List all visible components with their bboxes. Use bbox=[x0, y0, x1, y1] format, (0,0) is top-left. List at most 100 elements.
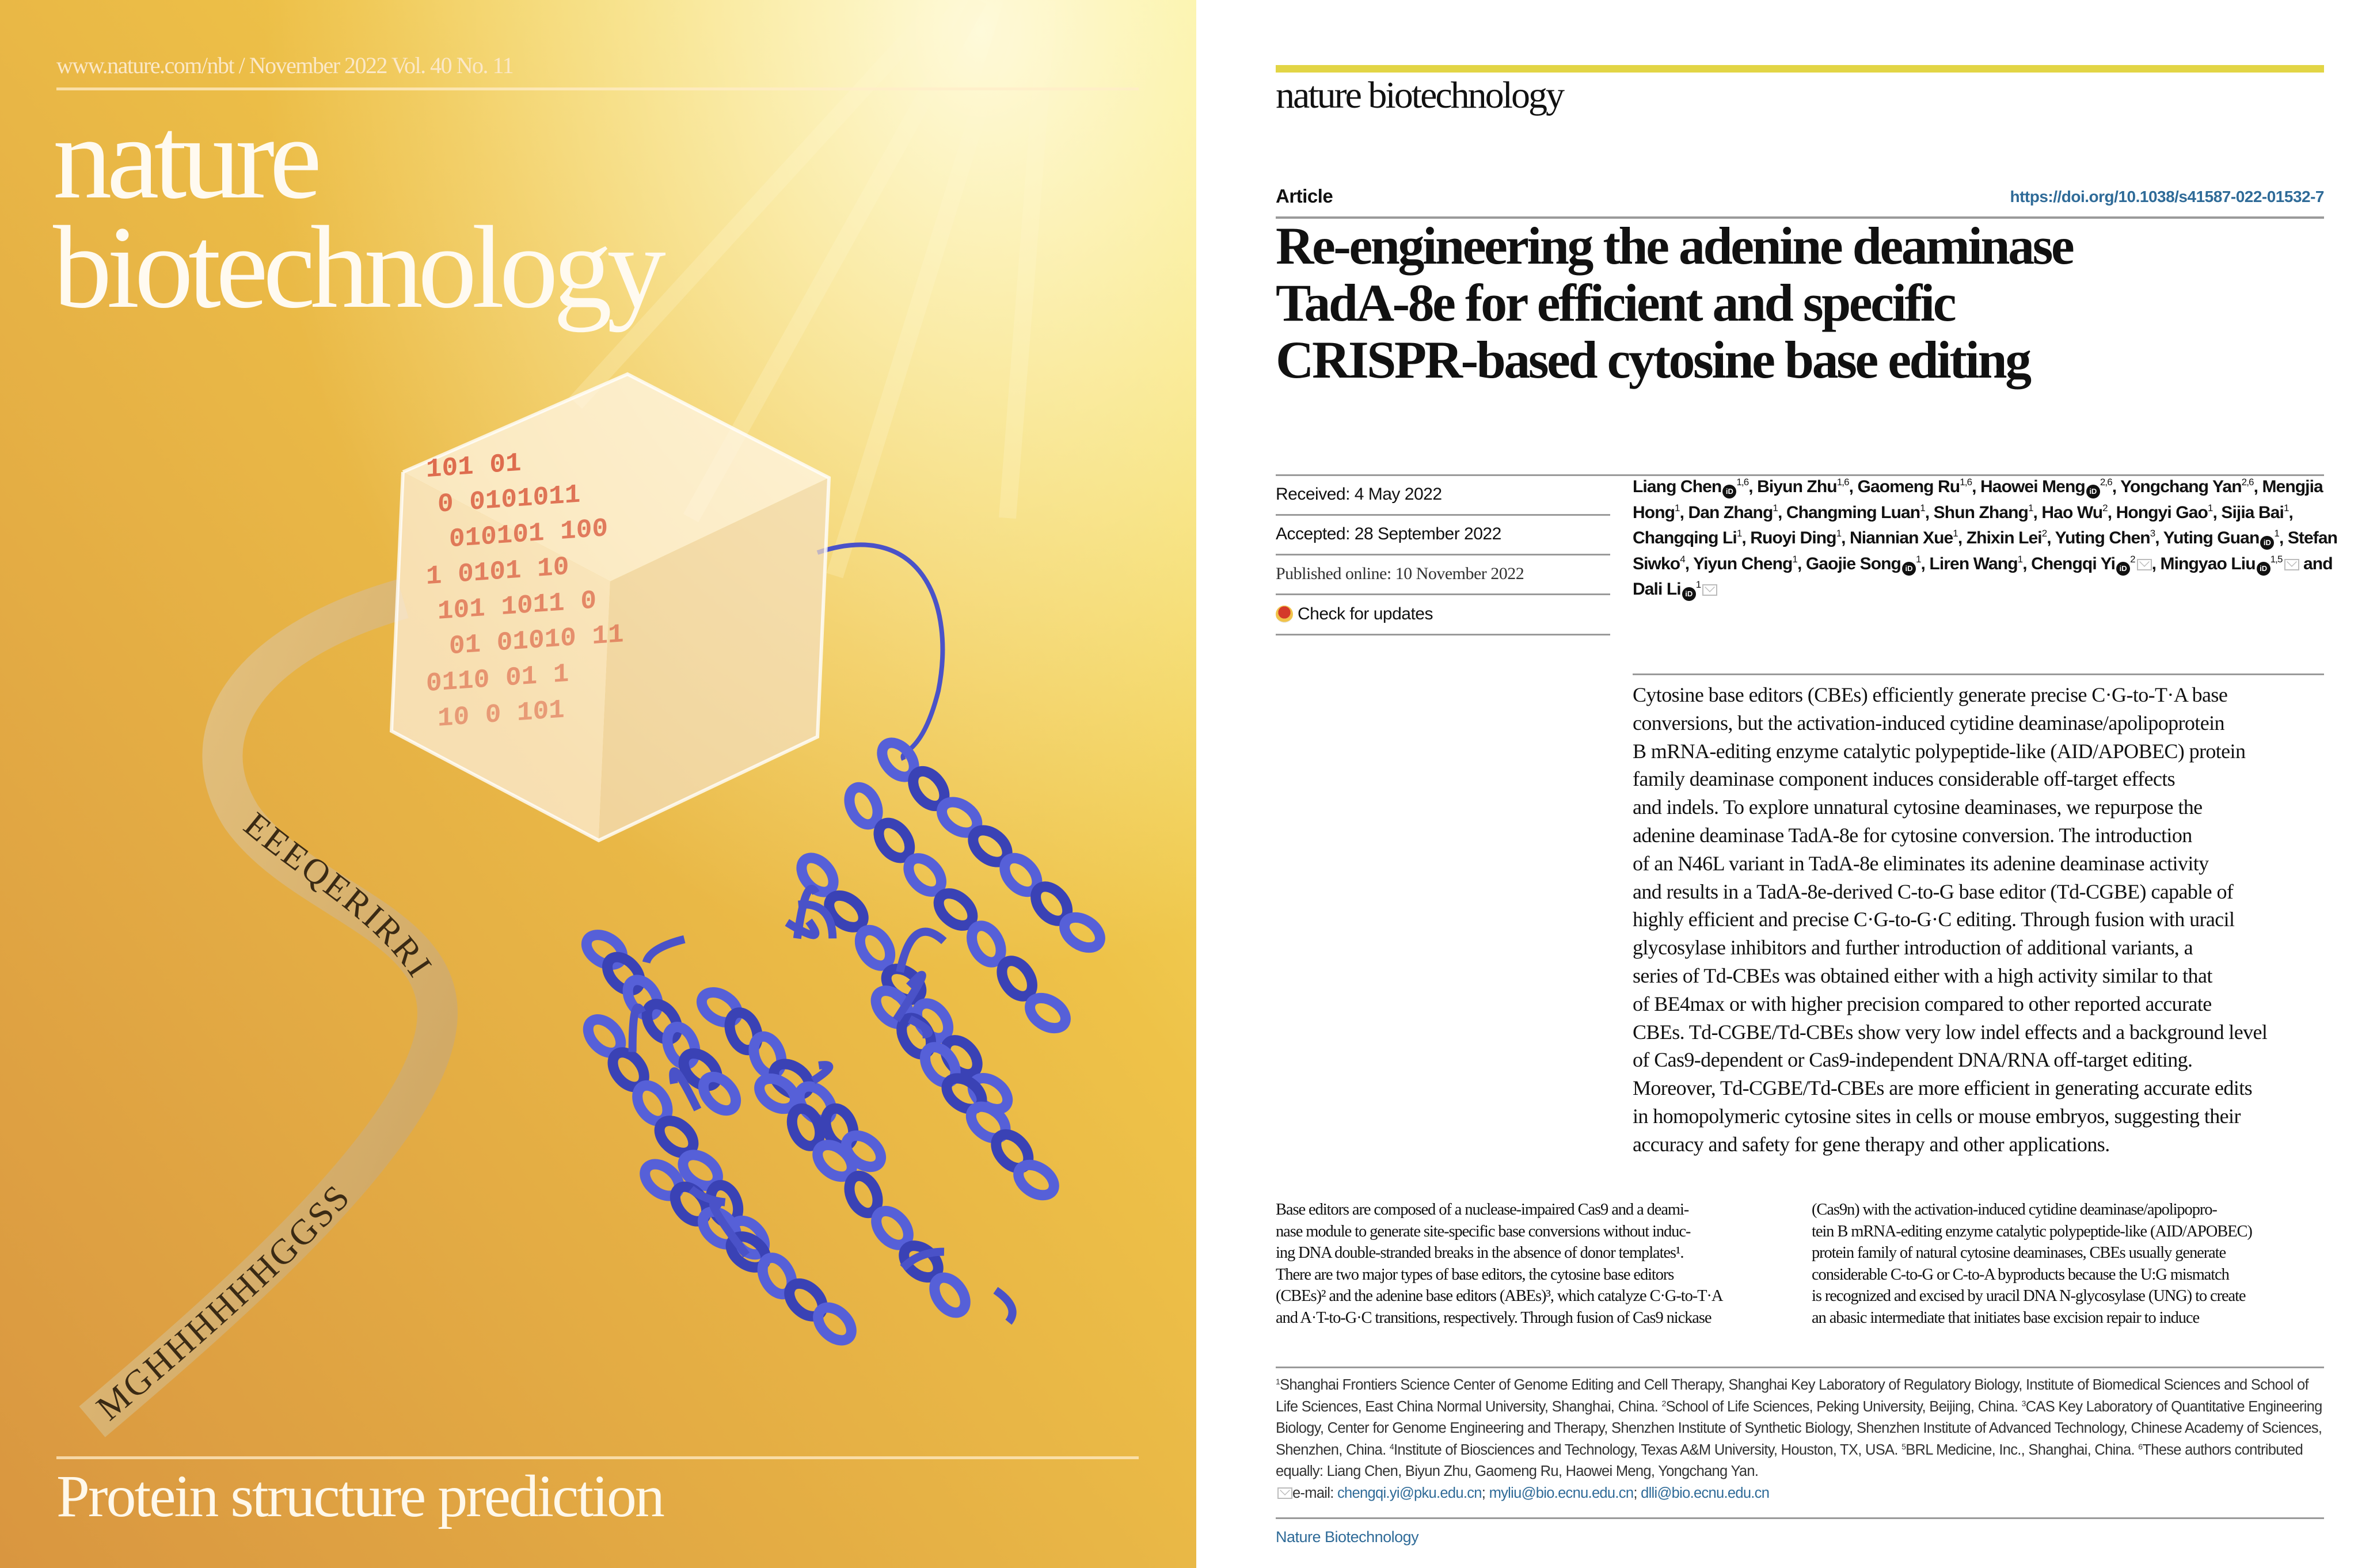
email-link[interactable]: myliu@bio.ecnu.edu.cn bbox=[1489, 1485, 1634, 1501]
affiliation-number: 1 bbox=[1276, 1377, 1280, 1386]
author[interactable]: Mengjia Hong1 bbox=[1633, 477, 2323, 522]
abstract-line: series of Td-CBEs was obtained either wi… bbox=[1633, 964, 2212, 987]
author-affiliation: 1,5 bbox=[2270, 553, 2283, 565]
author[interactable]: Gaojie Song iD1 bbox=[1805, 553, 1921, 576]
helix-coil bbox=[903, 853, 947, 897]
affiliation-text: These authors contributed equally: Liang… bbox=[1276, 1441, 2303, 1480]
author[interactable]: Hongyi Gao1 bbox=[2116, 503, 2214, 522]
article-title: Re-engineering the adenine deaminase Tad… bbox=[1276, 218, 2323, 389]
orcid-icon[interactable]: iD bbox=[2256, 561, 2270, 576]
author[interactable]: Liang Chen iD1,6 bbox=[1633, 477, 1749, 498]
author[interactable]: Dali Li iD1 bbox=[1633, 580, 1718, 601]
body-text-line: an abasic intermediate that initiates ba… bbox=[1812, 1308, 2200, 1327]
accent-bar bbox=[1276, 65, 2324, 73]
body-text-line: tein B mRNA-editing enzyme catalytic pol… bbox=[1812, 1222, 2253, 1240]
author[interactable]: Zhixin Lei2 bbox=[1967, 528, 2047, 547]
abstract-line: B mRNA-editing enzyme catalytic polypept… bbox=[1633, 739, 2246, 763]
author[interactable]: Niannian Xue1 bbox=[1850, 528, 1958, 547]
email-icon bbox=[1277, 1487, 1292, 1499]
check-updates-icon bbox=[1276, 606, 1293, 623]
helix-coil bbox=[933, 888, 978, 931]
author[interactable]: Shun Zhang1 bbox=[1934, 503, 2034, 522]
footer-rule bbox=[1276, 1517, 2324, 1519]
protein-loop bbox=[908, 1015, 933, 1039]
title-rule bbox=[1276, 474, 2324, 476]
author-affiliation: 1 bbox=[1736, 528, 1742, 539]
author[interactable]: Sijia Bai1 bbox=[2221, 503, 2289, 522]
author-name: Hao Wu bbox=[2041, 503, 2103, 522]
affiliations: 1Shanghai Frontiers Science Center of Ge… bbox=[1276, 1377, 2322, 1501]
author-name: Niannian Xue bbox=[1850, 528, 1953, 547]
author-affiliation: 1 bbox=[2017, 553, 2023, 565]
affiliation-text: Shanghai Frontiers Science Center of Gen… bbox=[1276, 1377, 2309, 1415]
author[interactable]: Biyun Zhu1,6 bbox=[1757, 477, 1849, 496]
body-text-line: nase module to generate site-specific ba… bbox=[1276, 1222, 1691, 1240]
orcid-icon[interactable]: iD bbox=[2260, 536, 2275, 550]
article-first-page: nature biotechnology Article https://doi… bbox=[1196, 0, 2358, 1568]
helix-coil bbox=[654, 1116, 699, 1158]
helix-coil bbox=[796, 852, 839, 897]
header-rule bbox=[1276, 216, 2324, 219]
abstract-line: of an N46L variant in TadA-8e eliminates… bbox=[1633, 851, 2209, 875]
author[interactable]: Changming Luan1 bbox=[1786, 503, 1926, 522]
abstract-line: and results in a TadA-8e-derived C-to-G … bbox=[1633, 880, 2234, 903]
helix-coil bbox=[844, 1170, 883, 1219]
author[interactable]: Gaomeng Ru1,6 bbox=[1858, 477, 1973, 496]
author[interactable]: Haowei Meng iD2,6 bbox=[1980, 477, 2113, 498]
body-text-line: Base editors are composed of a nuclease-… bbox=[1276, 1201, 1689, 1219]
authors-and: and bbox=[2303, 554, 2333, 573]
helix-coil bbox=[641, 999, 683, 1045]
protein-loop bbox=[688, 1186, 726, 1207]
check-for-updates-button[interactable]: Check for updates bbox=[1276, 604, 1610, 624]
body-text-line: ing DNA double-stranded breaks in the ab… bbox=[1276, 1244, 1684, 1262]
author[interactable]: Chengqi Yi iD2 bbox=[2031, 553, 2152, 576]
author-name: Gaojie Song bbox=[1805, 554, 1901, 573]
author-name: Haowei Meng bbox=[1980, 477, 2086, 496]
cover-bottom-rule bbox=[56, 1456, 1139, 1459]
orcid-icon[interactable]: iD bbox=[1682, 587, 1696, 601]
author-affiliation: 2 bbox=[2041, 528, 2047, 539]
author-name: Liren Wang bbox=[1929, 554, 2018, 573]
author[interactable]: Dan Zhang1 bbox=[1688, 503, 1778, 522]
orcid-icon[interactable]: iD bbox=[1901, 561, 1916, 576]
helix-coil bbox=[698, 1071, 741, 1116]
abstract-line: Moreover, Td-CGBE/Td-CBEs are more effic… bbox=[1633, 1076, 2253, 1100]
received-date: Received: 4 May 2022 bbox=[1276, 485, 1442, 504]
helix-coil bbox=[754, 1073, 800, 1114]
author[interactable]: Ruoyi Ding1 bbox=[1750, 528, 1842, 547]
author[interactable]: Stefan Siwko4 bbox=[1633, 528, 2338, 573]
orcid-icon[interactable]: iD bbox=[2116, 561, 2131, 576]
author[interactable]: Yongchang Yan2,6 bbox=[2120, 477, 2254, 496]
author[interactable]: Changqing Li1 bbox=[1633, 528, 1742, 547]
author-affiliation: 2 bbox=[2130, 553, 2135, 565]
footer-journal-name[interactable]: Nature Biotechnology bbox=[1276, 1528, 1419, 1546]
author-affiliation: 1 bbox=[1675, 502, 1680, 513]
journal-cover: MGHHHHHHGGSS EEEQERIRRI 101 01 0 0101011 0… bbox=[0, 0, 1196, 1568]
protein-loop bbox=[628, 1003, 646, 1052]
orcid-icon[interactable]: iD bbox=[2086, 485, 2100, 498]
author[interactable]: Mingyao Liu iD1,5 bbox=[2161, 553, 2299, 576]
email-icon[interactable] bbox=[2136, 558, 2152, 570]
published-date: Published online: 10 November 2022 bbox=[1276, 564, 1524, 583]
body-text-line: (CBEs)² and the adenine base editors (AB… bbox=[1276, 1287, 1723, 1305]
title-line: CRISPR-based cytosine base editing bbox=[1276, 330, 2032, 389]
author[interactable]: Yuting Guan iD1 bbox=[2163, 528, 2280, 550]
orcid-icon[interactable]: iD bbox=[1722, 485, 1737, 498]
abstract-line: accuracy and safety for gene therapy and… bbox=[1633, 1132, 2110, 1156]
author-name: Dali Li bbox=[1633, 580, 1682, 599]
email-link[interactable]: chengqi.yi@pku.edu.cn bbox=[1337, 1485, 1482, 1501]
email-icon[interactable] bbox=[2284, 558, 2299, 570]
author[interactable]: Hao Wu2 bbox=[2041, 503, 2108, 522]
accepted-date: Accepted: 28 September 2022 bbox=[1276, 524, 1501, 543]
author[interactable]: Yiyun Cheng1 bbox=[1693, 554, 1798, 573]
email-icon[interactable] bbox=[1702, 584, 1718, 596]
author-affiliation: 1 bbox=[1915, 553, 1921, 565]
affiliation-text: BRL Medicine, Inc., Shanghai, China. bbox=[1906, 1441, 2139, 1458]
email-link[interactable]: dlli@bio.ecnu.edu.cn bbox=[1641, 1485, 1770, 1501]
journal-logo: nature biotechnology bbox=[1276, 74, 1565, 116]
author[interactable]: Yuting Chen3 bbox=[2055, 528, 2156, 547]
doi-link[interactable]: https://doi.org/10.1038/s41587-022-01532… bbox=[2010, 188, 2324, 205]
body-column-left: Base editors are composed of a nuclease-… bbox=[1276, 1199, 1791, 1329]
author[interactable]: Liren Wang1 bbox=[1929, 553, 2023, 573]
affiliation-number: 4 bbox=[1389, 1441, 1394, 1451]
